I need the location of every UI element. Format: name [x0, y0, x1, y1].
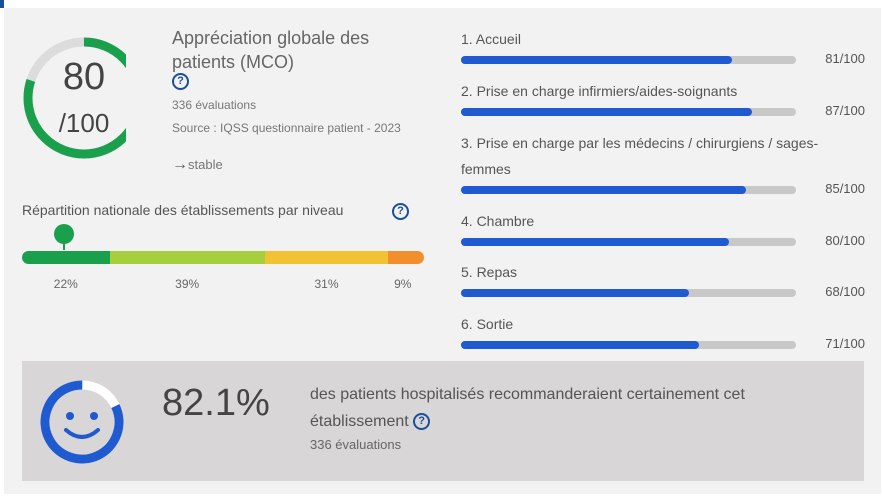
criterion-bar-fill [461, 238, 729, 246]
criterion-bar [461, 56, 796, 64]
trend-label: stable [188, 157, 223, 172]
criterion-bar [461, 186, 796, 194]
position-marker [54, 224, 74, 244]
criterion-item: 6. Sortie 71/100 [461, 311, 865, 351]
criterion-bar-fill [461, 108, 753, 116]
distribution-segment [22, 251, 110, 264]
criterion-score: 71/100 [825, 336, 865, 351]
help-icon[interactable]: ? [392, 203, 409, 220]
score-value: 80 [62, 56, 106, 98]
criterion-bar-fill [461, 341, 699, 349]
criterion-bar-fill [461, 56, 733, 64]
criterion-label: 2. Prise en charge infirmiers/aides-soig… [461, 83, 738, 99]
smiley-face-icon [40, 380, 124, 464]
criterion-bar-fill [461, 186, 746, 194]
distribution-title: Répartition nationale des établissements… [22, 202, 344, 218]
score-gauge [23, 37, 126, 159]
distribution-segment [109, 251, 265, 264]
distribution-bar [22, 251, 424, 264]
recommendation-text: des patients hospitalisés recommanderaie… [310, 381, 830, 435]
criterion-bar [461, 108, 796, 116]
distribution-label: 22% [53, 277, 78, 291]
distribution-label: 31% [314, 277, 339, 291]
distribution-label: 9% [394, 277, 412, 291]
score-denominator: /100 [58, 108, 110, 138]
score-trend: →stable [172, 156, 223, 174]
score-evaluations: 336 évaluations [172, 98, 257, 112]
recommendation-panel [22, 361, 864, 481]
recommendation-percent: 82.1% [162, 382, 270, 424]
criterion-item: 2. Prise en charge infirmiers/aides-soig… [461, 78, 865, 118]
criterion-score: 87/100 [825, 103, 865, 118]
criterion-item: 4. Chambre 80/100 [461, 208, 865, 248]
criterion-score: 68/100 [825, 284, 865, 299]
distribution-segment [388, 251, 424, 264]
card-corner-accent [0, 0, 4, 8]
arrow-right-icon: → [172, 156, 188, 173]
criterion-label: 4. Chambre [461, 213, 535, 229]
criterion-label: 3. Prise en charge par les médecins / ch… [461, 135, 819, 177]
criterion-item: 3. Prise en charge par les médecins / ch… [461, 130, 865, 196]
criterion-score: 85/100 [825, 181, 865, 196]
help-icon[interactable]: ? [172, 73, 189, 90]
score-title: Appréciation globale des patients (MCO) [172, 28, 370, 72]
criterion-bar-fill [461, 289, 689, 297]
recommendation-evaluations: 336 évaluations [310, 437, 402, 452]
criterion-label: 6. Sortie [461, 316, 514, 332]
criterion-bar [461, 341, 796, 349]
criterion-label: 5. Repas [461, 264, 518, 280]
score-source: Source : IQSS questionnaire patient - 20… [172, 121, 401, 135]
help-icon[interactable]: ? [413, 413, 431, 431]
criterion-score: 81/100 [825, 51, 865, 66]
criterion-score: 80/100 [825, 233, 865, 248]
criterion-item: 1. Accueil 81/100 [461, 26, 865, 66]
criterion-item: 5. Repas 68/100 [461, 259, 865, 299]
criterion-bar [461, 238, 796, 246]
criterion-label: 1. Accueil [461, 31, 521, 47]
recommendation-text-label: des patients hospitalisés recommanderaie… [310, 386, 745, 430]
criterion-bar [461, 289, 796, 297]
distribution-segment [264, 251, 389, 264]
distribution-label: 39% [175, 277, 200, 291]
